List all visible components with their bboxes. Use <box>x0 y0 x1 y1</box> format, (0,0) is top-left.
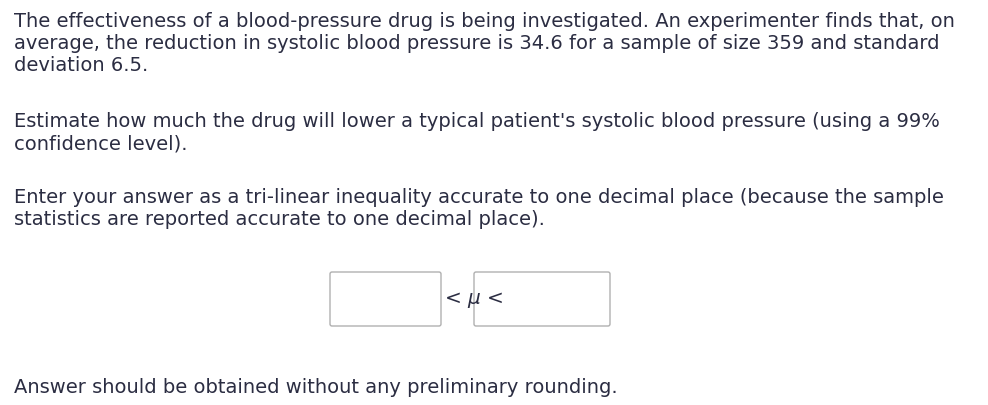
Text: Estimate how much the drug will lower a typical patient's systolic blood pressur: Estimate how much the drug will lower a … <box>14 112 940 131</box>
Text: The effectiveness of a blood-pressure drug is being investigated. An experimente: The effectiveness of a blood-pressure dr… <box>14 12 954 31</box>
Text: deviation 6.5.: deviation 6.5. <box>14 56 148 75</box>
Text: confidence level).: confidence level). <box>14 134 188 153</box>
Text: Enter your answer as a tri-linear inequality accurate to one decimal place (beca: Enter your answer as a tri-linear inequa… <box>14 188 944 207</box>
Text: statistics are reported accurate to one decimal place).: statistics are reported accurate to one … <box>14 209 544 228</box>
FancyBboxPatch shape <box>474 272 610 326</box>
Text: < $\mu$ <: < $\mu$ < <box>444 289 503 309</box>
Text: Answer should be obtained without any preliminary rounding.: Answer should be obtained without any pr… <box>14 377 618 396</box>
Text: average, the reduction in systolic blood pressure is 34.6 for a sample of size 3: average, the reduction in systolic blood… <box>14 34 940 53</box>
FancyBboxPatch shape <box>330 272 441 326</box>
